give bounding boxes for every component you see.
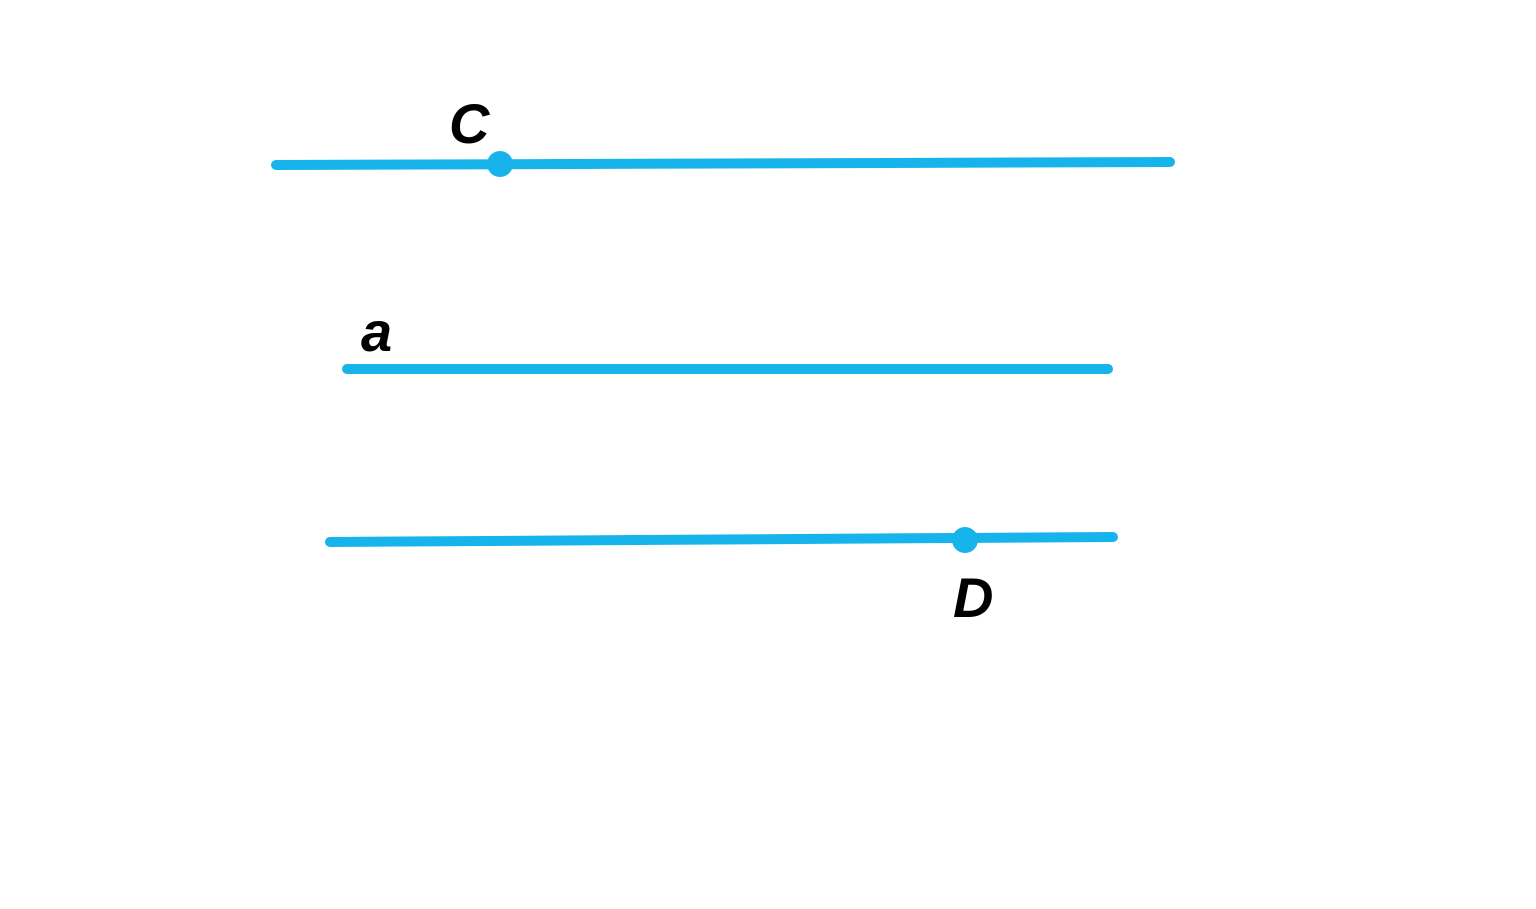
line-c	[276, 162, 1170, 165]
label-a: a	[361, 299, 392, 364]
label-c: C	[449, 91, 489, 156]
diagram-svg	[0, 0, 1536, 909]
line-d	[330, 537, 1113, 542]
points-group	[487, 151, 978, 553]
lines-group	[276, 162, 1170, 542]
geometry-diagram: Ca D	[0, 0, 1536, 909]
label-d: D	[953, 565, 993, 630]
point-d	[952, 527, 978, 553]
point-c	[487, 151, 513, 177]
